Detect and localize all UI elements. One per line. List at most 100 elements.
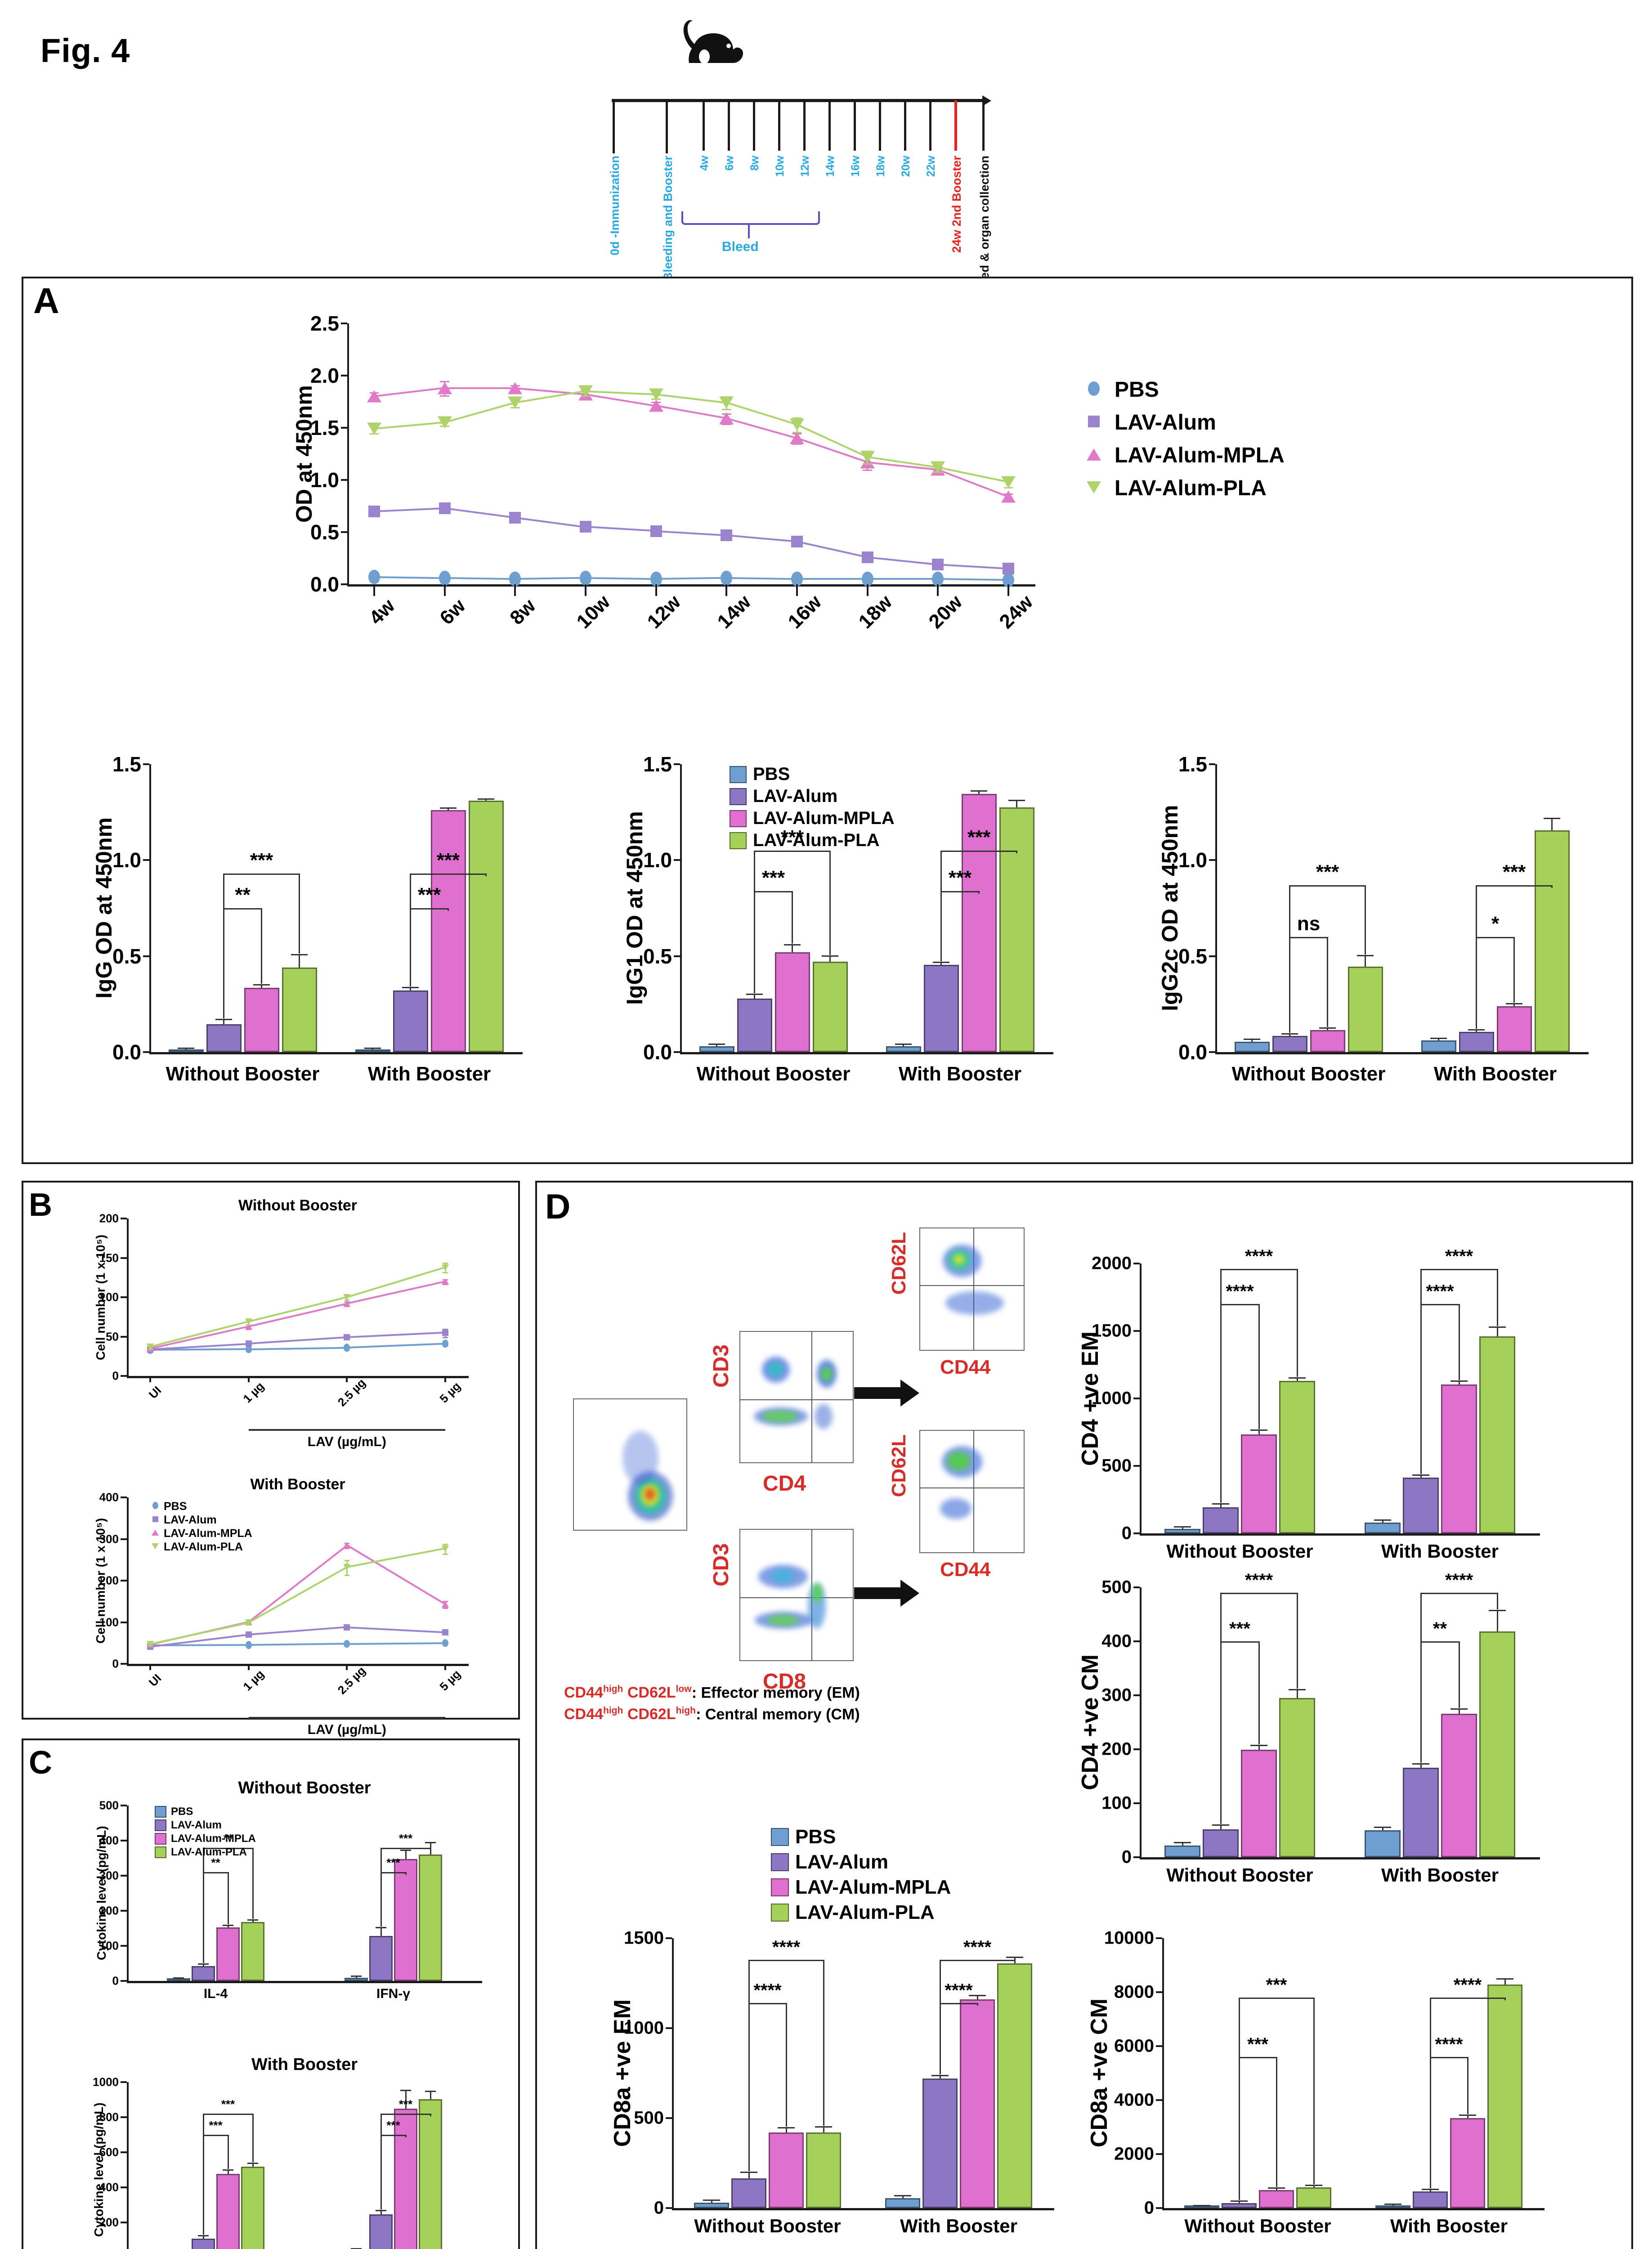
- y-axis: [127, 1805, 129, 1983]
- x-axis-category-label: With Booster: [900, 2215, 1017, 2236]
- significance-leg-right: [1296, 1269, 1298, 1377]
- x-axis: [127, 1376, 469, 1378]
- data-point: [343, 1542, 351, 1549]
- panel-a: A 0.0 0.5 1.0 1.5 2.0 2.5 OD at 450nm 4w 6w 8w 10w…: [22, 277, 1633, 1164]
- memory-definition-cm: CD44high CD62Lhigh: Central memory (CM): [564, 1706, 860, 1723]
- flow-axis-label-cd62l-top: CD62L: [888, 1232, 910, 1295]
- y-axis: [127, 1219, 129, 1378]
- timeline-tick: [803, 100, 806, 151]
- error-bar-cap: [344, 1547, 349, 1549]
- bar: [1403, 1477, 1439, 1533]
- error-bar-cap: [1173, 1841, 1191, 1843]
- y-tick-label: 150: [99, 1251, 119, 1264]
- error-bar-cap: [1281, 1033, 1298, 1035]
- x-axis-category-label: IFN-γ: [376, 1986, 410, 2001]
- timeline-tick-label: 8w: [748, 156, 761, 171]
- error-bar: [1296, 1378, 1298, 1381]
- error-bar-cap: [425, 2090, 436, 2092]
- y-tick: [1156, 2153, 1162, 2155]
- y-tick: [1156, 1991, 1162, 1993]
- error-bar-cap: [1412, 1474, 1430, 1476]
- error-bar: [430, 2092, 431, 2100]
- significance-line: [1221, 1269, 1297, 1270]
- line-segment: [347, 1642, 446, 1645]
- y-tick-label: 0: [112, 1657, 119, 1671]
- y-axis-title: CD8a +ve CM: [1086, 1998, 1112, 2148]
- legend-item: PBS: [150, 1500, 252, 1513]
- bar: [1441, 1384, 1477, 1533]
- significance-leg-left: [1476, 885, 1477, 1029]
- line-segment: [515, 390, 586, 404]
- x-tick: [444, 1376, 446, 1382]
- legend-label: LAV-Alum: [171, 1819, 222, 1831]
- arrow-head-cd8-memory: [900, 1580, 919, 1607]
- bar: [960, 1999, 995, 2208]
- data-point: [508, 396, 523, 409]
- y-tick-label: 1.5: [112, 753, 141, 776]
- significance-leg-left: [1220, 1593, 1222, 1824]
- significance-label: ***: [417, 884, 441, 906]
- flow-axis-label-cd4: CD4: [763, 1472, 806, 1496]
- chart-legend: PBS LAV-Alum LAV-Alum-MPLA LAV-Alum-PLA: [150, 1500, 252, 1554]
- y-tick-label: 0.5: [310, 520, 339, 544]
- error-bar-cap: [177, 1048, 195, 1049]
- significance-line: [1421, 1304, 1459, 1305]
- timeline-tick-label: 24w 2nd Booster: [950, 156, 963, 253]
- legend-label: LAV-Alum: [164, 1514, 217, 1526]
- error-bar: [823, 2127, 824, 2133]
- bar: [1222, 2203, 1257, 2208]
- data-point: [790, 418, 804, 431]
- y-tick: [674, 955, 680, 957]
- significance-line: [203, 1847, 253, 1849]
- error-bar-cap: [1288, 1377, 1306, 1379]
- legend-marker-glyph: [152, 1501, 158, 1510]
- legend-label: LAV-Alum-MPLA: [171, 1832, 256, 1845]
- legend-swatch: [771, 1828, 789, 1846]
- bar: [1375, 2205, 1410, 2208]
- line-segment: [248, 1626, 347, 1636]
- bar: [1365, 1830, 1401, 1857]
- data-point: [439, 570, 451, 586]
- significance-line: [941, 851, 1017, 852]
- legend-label: LAV-Alum-PLA: [1115, 476, 1267, 500]
- y-tick: [121, 1335, 127, 1338]
- y-tick-label: 10000: [1104, 1928, 1154, 1948]
- error-bar-cap: [969, 1994, 986, 1996]
- error-bar-cap: [215, 1018, 233, 1020]
- y-tick: [341, 531, 347, 533]
- x-axis-category-label: 2.5 µg: [335, 1375, 368, 1409]
- error-bar: [380, 2211, 382, 2215]
- line-segment: [444, 402, 515, 424]
- data-point: [368, 505, 380, 517]
- data-point: [719, 396, 734, 409]
- y-tick: [1156, 1937, 1162, 1939]
- data-point: [245, 1619, 252, 1626]
- error-bar-cap: [931, 2075, 949, 2077]
- y-axis: [347, 323, 349, 586]
- bar: [1272, 1035, 1307, 1052]
- legend-swatch: [155, 1819, 166, 1831]
- timeline-tick-label: 20w: [900, 156, 912, 177]
- significance-leg-right: [1276, 2057, 1277, 2187]
- y-tick: [674, 1051, 680, 1053]
- error-bar-cap: [932, 961, 950, 963]
- error-bar: [1504, 1979, 1506, 1985]
- flow-cytometry-gating: CD3 CD4 CD3 CD8 CD62L CD44 CD62L CD44: [560, 1223, 1032, 1693]
- chart-title: Without Booster: [238, 1197, 358, 1214]
- error-bar-cap: [1212, 1503, 1230, 1505]
- y-tick: [121, 1621, 127, 1623]
- line-segment: [937, 468, 1009, 497]
- error-bar-cap: [1250, 1429, 1268, 1431]
- legend-label: PBS: [164, 1500, 187, 1513]
- panel-b: B 0 50 100 150 200 Cell number (1 x 10⁵) Witho…: [22, 1181, 520, 1737]
- legend-label: LAV-Alum-MPLA: [1115, 444, 1285, 467]
- significance-line: [1221, 1641, 1259, 1643]
- y-axis: [127, 2082, 129, 2249]
- y-tick-label: 0: [112, 1369, 119, 1383]
- y-tick-label: 600: [99, 2145, 119, 2159]
- error-bar-cap: [291, 954, 308, 955]
- significance-leg-right: [1016, 851, 1017, 853]
- data-point: [245, 1318, 252, 1325]
- y-tick: [121, 1910, 127, 1912]
- significance-label: ****: [1226, 1281, 1254, 1301]
